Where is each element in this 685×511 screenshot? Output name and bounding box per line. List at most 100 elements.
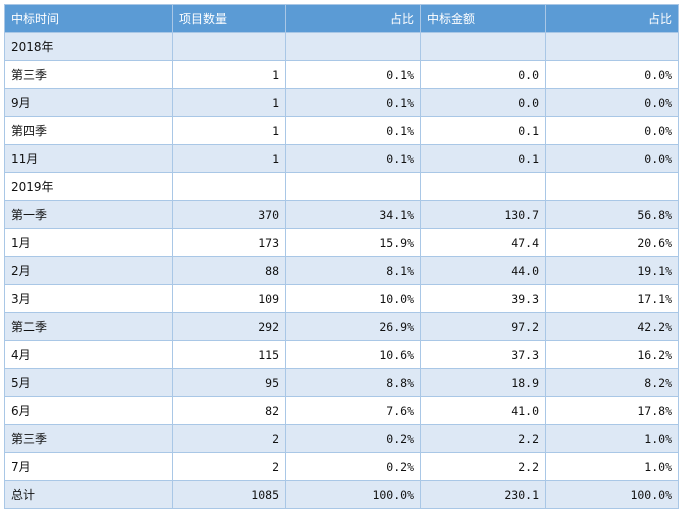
cell-project-count — [172, 172, 286, 201]
header-count-share: 占比 — [285, 4, 421, 33]
cell-count-share: 15.9% — [285, 228, 421, 257]
cell-count-share: 0.1% — [285, 116, 421, 145]
cell-count-share: 8.1% — [285, 256, 421, 285]
table-row: 第三季 1 0.1% 0.0 0.0% — [4, 60, 679, 89]
cell-amount-share: 1.0% — [545, 452, 679, 481]
cell-count-share — [285, 172, 421, 201]
cell-period: 6月 — [4, 396, 173, 425]
table-row: 第一季 370 34.1% 130.7 56.8% — [4, 200, 679, 229]
cell-period: 4月 — [4, 340, 173, 369]
cell-period: 第四季 — [4, 116, 173, 145]
table-row-total: 总计 1085 100.0% 230.1 100.0% — [4, 480, 679, 509]
cell-bid-amount: 0.1 — [420, 116, 546, 145]
cell-amount-share: 19.1% — [545, 256, 679, 285]
header-bid-time: 中标时间 — [4, 4, 173, 33]
cell-bid-amount: 2.2 — [420, 452, 546, 481]
cell-amount-share: 56.8% — [545, 200, 679, 229]
header-amount-share: 占比 — [545, 4, 679, 33]
cell-amount-share: 0.0% — [545, 60, 679, 89]
cell-amount-share: 8.2% — [545, 368, 679, 397]
cell-period: 第三季 — [4, 424, 173, 453]
cell-count-share: 100.0% — [285, 480, 421, 509]
table-row: 6月 82 7.6% 41.0 17.8% — [4, 396, 679, 425]
cell-project-count: 2 — [172, 452, 286, 481]
cell-bid-amount: 37.3 — [420, 340, 546, 369]
cell-amount-share: 20.6% — [545, 228, 679, 257]
bid-statistics-table: 中标时间 项目数量 占比 中标金额 占比 2018年 第三季 1 0.1% 0.… — [4, 4, 679, 509]
cell-amount-share: 100.0% — [545, 480, 679, 509]
cell-project-count: 1 — [172, 60, 286, 89]
table-row: 2018年 — [4, 32, 679, 61]
table-body: 2018年 第三季 1 0.1% 0.0 0.0% 9月 1 0.1% 0.0 … — [4, 32, 679, 509]
cell-count-share: 10.6% — [285, 340, 421, 369]
cell-count-share: 7.6% — [285, 396, 421, 425]
table-row: 第二季 292 26.9% 97.2 42.2% — [4, 312, 679, 341]
cell-project-count: 1 — [172, 144, 286, 173]
table-row: 第三季 2 0.2% 2.2 1.0% — [4, 424, 679, 453]
cell-bid-amount — [420, 172, 546, 201]
cell-bid-amount: 130.7 — [420, 200, 546, 229]
cell-count-share: 0.1% — [285, 60, 421, 89]
cell-period: 第三季 — [4, 60, 173, 89]
table-row: 3月 109 10.0% 39.3 17.1% — [4, 284, 679, 313]
cell-project-count: 2 — [172, 424, 286, 453]
cell-count-share: 8.8% — [285, 368, 421, 397]
cell-count-share: 26.9% — [285, 312, 421, 341]
cell-bid-amount: 44.0 — [420, 256, 546, 285]
cell-project-count: 109 — [172, 284, 286, 313]
cell-count-share: 0.1% — [285, 144, 421, 173]
header-project-count: 项目数量 — [172, 4, 286, 33]
cell-period: 9月 — [4, 88, 173, 117]
cell-bid-amount: 0.0 — [420, 60, 546, 89]
cell-count-share: 0.2% — [285, 424, 421, 453]
cell-period: 2018年 — [4, 32, 173, 61]
cell-amount-share: 0.0% — [545, 144, 679, 173]
cell-amount-share: 0.0% — [545, 88, 679, 117]
bid-statistics-table-container: 中标时间 项目数量 占比 中标金额 占比 2018年 第三季 1 0.1% 0.… — [4, 4, 679, 509]
cell-project-count: 1 — [172, 116, 286, 145]
cell-bid-amount: 230.1 — [420, 480, 546, 509]
cell-count-share: 10.0% — [285, 284, 421, 313]
table-row: 2019年 — [4, 172, 679, 201]
cell-amount-share: 17.8% — [545, 396, 679, 425]
cell-bid-amount: 18.9 — [420, 368, 546, 397]
table-row: 7月 2 0.2% 2.2 1.0% — [4, 452, 679, 481]
cell-project-count: 1085 — [172, 480, 286, 509]
cell-amount-share: 1.0% — [545, 424, 679, 453]
table-row: 4月 115 10.6% 37.3 16.2% — [4, 340, 679, 369]
cell-project-count: 115 — [172, 340, 286, 369]
cell-project-count: 95 — [172, 368, 286, 397]
cell-count-share — [285, 32, 421, 61]
cell-amount-share: 16.2% — [545, 340, 679, 369]
cell-amount-share — [545, 32, 679, 61]
cell-period: 第一季 — [4, 200, 173, 229]
cell-period: 1月 — [4, 228, 173, 257]
cell-project-count: 1 — [172, 88, 286, 117]
cell-amount-share: 42.2% — [545, 312, 679, 341]
cell-project-count — [172, 32, 286, 61]
cell-bid-amount: 0.1 — [420, 144, 546, 173]
cell-amount-share: 0.0% — [545, 116, 679, 145]
cell-project-count: 88 — [172, 256, 286, 285]
cell-period: 第二季 — [4, 312, 173, 341]
table-row: 11月 1 0.1% 0.1 0.0% — [4, 144, 679, 173]
cell-project-count: 173 — [172, 228, 286, 257]
cell-amount-share — [545, 172, 679, 201]
cell-bid-amount: 47.4 — [420, 228, 546, 257]
cell-period: 2019年 — [4, 172, 173, 201]
cell-project-count: 292 — [172, 312, 286, 341]
cell-period: 2月 — [4, 256, 173, 285]
table-row: 5月 95 8.8% 18.9 8.2% — [4, 368, 679, 397]
cell-period: 5月 — [4, 368, 173, 397]
cell-bid-amount: 97.2 — [420, 312, 546, 341]
table-row: 2月 88 8.1% 44.0 19.1% — [4, 256, 679, 285]
cell-bid-amount: 0.0 — [420, 88, 546, 117]
cell-project-count: 82 — [172, 396, 286, 425]
table-row: 9月 1 0.1% 0.0 0.0% — [4, 88, 679, 117]
cell-count-share: 0.1% — [285, 88, 421, 117]
cell-period: 总计 — [4, 480, 173, 509]
cell-count-share: 0.2% — [285, 452, 421, 481]
cell-bid-amount — [420, 32, 546, 61]
header-bid-amount: 中标金额 — [420, 4, 546, 33]
table-row: 第四季 1 0.1% 0.1 0.0% — [4, 116, 679, 145]
